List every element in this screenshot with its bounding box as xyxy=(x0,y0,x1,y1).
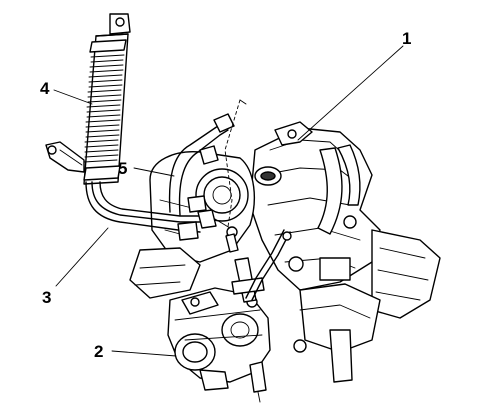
pressure-line xyxy=(245,229,292,301)
power-steering-cooler xyxy=(45,13,131,185)
leader-2 xyxy=(111,350,177,357)
leader-5 xyxy=(133,167,175,177)
leader-3 xyxy=(55,227,109,287)
cooler-lines xyxy=(85,181,217,241)
callout-3: 3 xyxy=(42,288,51,307)
callout-5: 5 xyxy=(118,159,127,178)
engine-assembly xyxy=(249,121,441,383)
leader-1 xyxy=(297,45,404,141)
return-hose xyxy=(168,99,247,253)
callout-1: 1 xyxy=(402,29,411,48)
callout-2: 2 xyxy=(94,342,103,361)
callout-4: 4 xyxy=(40,79,50,98)
leader-4 xyxy=(53,89,93,105)
leader-lines xyxy=(53,45,404,357)
steering-gear xyxy=(167,257,271,403)
callout-labels: 1 2 3 4 5 xyxy=(40,29,411,361)
